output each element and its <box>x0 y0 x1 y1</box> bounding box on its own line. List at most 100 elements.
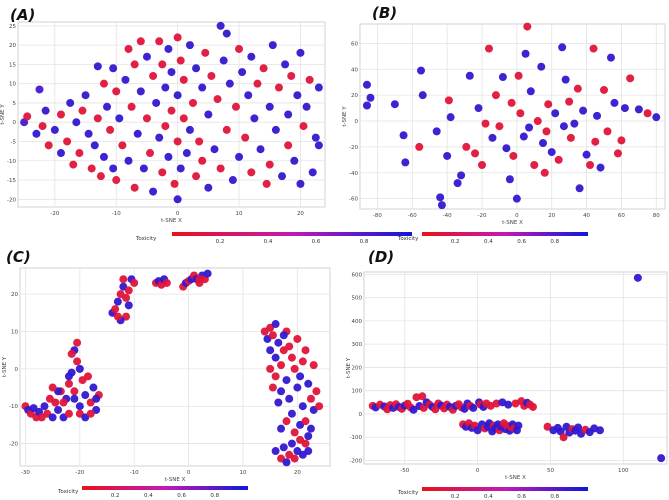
data-point <box>113 312 122 321</box>
data-point <box>296 372 305 381</box>
data-point <box>192 64 201 73</box>
data-point <box>72 118 81 127</box>
data-point <box>262 179 271 188</box>
colorbar-tick-label: 0.2 <box>111 493 120 499</box>
y-tick-label: -5 <box>11 139 17 145</box>
data-point <box>282 458 291 467</box>
data-point <box>279 443 288 452</box>
data-point <box>285 394 294 403</box>
colorbar-title: Toxicity <box>397 490 419 496</box>
data-point <box>543 422 552 431</box>
data-point <box>528 402 537 411</box>
y-tick-label: 100 <box>352 389 363 395</box>
panel-2: -80 -60 -40 -20 0 20 40 60 80 -60 -40 -20 0 20 40 60 t-S… <box>342 4 666 245</box>
data-point <box>75 402 84 411</box>
y-tick-label: 0 <box>359 412 363 418</box>
x-tick-label: 100 <box>618 468 629 474</box>
data-point <box>228 176 237 185</box>
data-point <box>554 155 563 164</box>
data-point <box>559 433 568 442</box>
data-point <box>304 379 313 388</box>
colorbar-tick-label: 0.6 <box>312 239 321 245</box>
x-tick-label: 0 <box>187 470 191 476</box>
data-point <box>40 402 49 411</box>
data-point <box>222 29 231 38</box>
x-tick-label: 40 <box>583 213 590 219</box>
data-point <box>124 44 133 53</box>
data-point <box>51 398 60 407</box>
x-axis-label: t-SNE X <box>165 477 186 483</box>
data-point <box>271 125 280 134</box>
panel-4: -50 0 50 100 -200 -100 0 100 200 300 400 500 600 t-SN… <box>346 248 668 500</box>
data-point <box>366 93 375 102</box>
data-point <box>415 142 424 151</box>
colorbar-title: Toxicity <box>57 489 79 495</box>
colorbar <box>422 232 588 236</box>
data-point <box>586 161 595 170</box>
data-point <box>149 71 158 80</box>
data-point <box>173 91 182 100</box>
data-point <box>308 168 317 177</box>
data-point <box>290 364 299 373</box>
data-point <box>290 156 299 165</box>
scatter-points <box>21 269 324 467</box>
y-tick-label: 10 <box>9 82 16 88</box>
panel-1: -20 -10 0 10 20 -20 -15 -10 -5 0 5 10 15 20 25 t-SNE X t… <box>0 6 412 245</box>
data-point <box>112 176 121 185</box>
data-point <box>301 346 310 355</box>
colorbar-tick-label: 0.4 <box>484 494 493 500</box>
data-point <box>250 114 259 123</box>
data-point <box>170 179 179 188</box>
data-point <box>136 37 145 46</box>
data-point <box>551 109 560 118</box>
x-tick-label: -20 <box>478 213 487 219</box>
data-point <box>247 52 256 61</box>
colorbar-tick-label: 0.4 <box>264 239 273 245</box>
data-point <box>59 398 68 407</box>
data-point <box>207 71 216 80</box>
data-point <box>558 43 567 52</box>
panel-label: (D) <box>368 248 394 266</box>
data-point <box>314 141 323 150</box>
y-tick-label: -10 <box>7 159 16 165</box>
data-point <box>304 432 313 441</box>
x-tick-label: 0 <box>176 211 180 217</box>
data-point <box>311 133 320 142</box>
data-point <box>185 125 194 134</box>
x-tick-label: -50 <box>400 468 409 474</box>
data-point <box>195 137 204 146</box>
y-axis-label: t-SNE Y <box>2 356 8 377</box>
data-point <box>210 145 219 154</box>
data-point <box>274 83 283 92</box>
data-point <box>69 160 78 169</box>
x-tick-label: -30 <box>21 470 30 476</box>
data-point <box>268 331 277 340</box>
data-point <box>219 56 228 65</box>
data-point <box>600 85 608 94</box>
y-tick-label: 400 <box>352 319 363 325</box>
data-point <box>84 129 93 138</box>
data-point <box>409 405 418 414</box>
y-tick-label: 5 <box>13 101 17 107</box>
colorbar-title: Toxicity <box>135 236 157 242</box>
y-tick-label: 600 <box>352 272 363 278</box>
data-point <box>109 64 118 73</box>
data-point <box>112 87 121 96</box>
data-point <box>38 122 47 131</box>
data-point <box>244 91 253 100</box>
y-tick-label: 20 <box>9 43 16 49</box>
y-tick-label: 500 <box>352 296 363 302</box>
data-point <box>86 409 95 418</box>
data-point <box>64 409 73 418</box>
data-point <box>537 62 546 71</box>
data-point <box>235 152 244 161</box>
data-point <box>213 95 222 104</box>
data-point <box>502 144 511 153</box>
x-tick-label: -40 <box>443 213 452 219</box>
y-tick-label: 10 <box>11 330 18 336</box>
colorbar-tick-label: 0.6 <box>177 493 186 499</box>
data-point <box>185 41 194 50</box>
data-point <box>96 172 105 181</box>
data-point <box>437 201 446 210</box>
